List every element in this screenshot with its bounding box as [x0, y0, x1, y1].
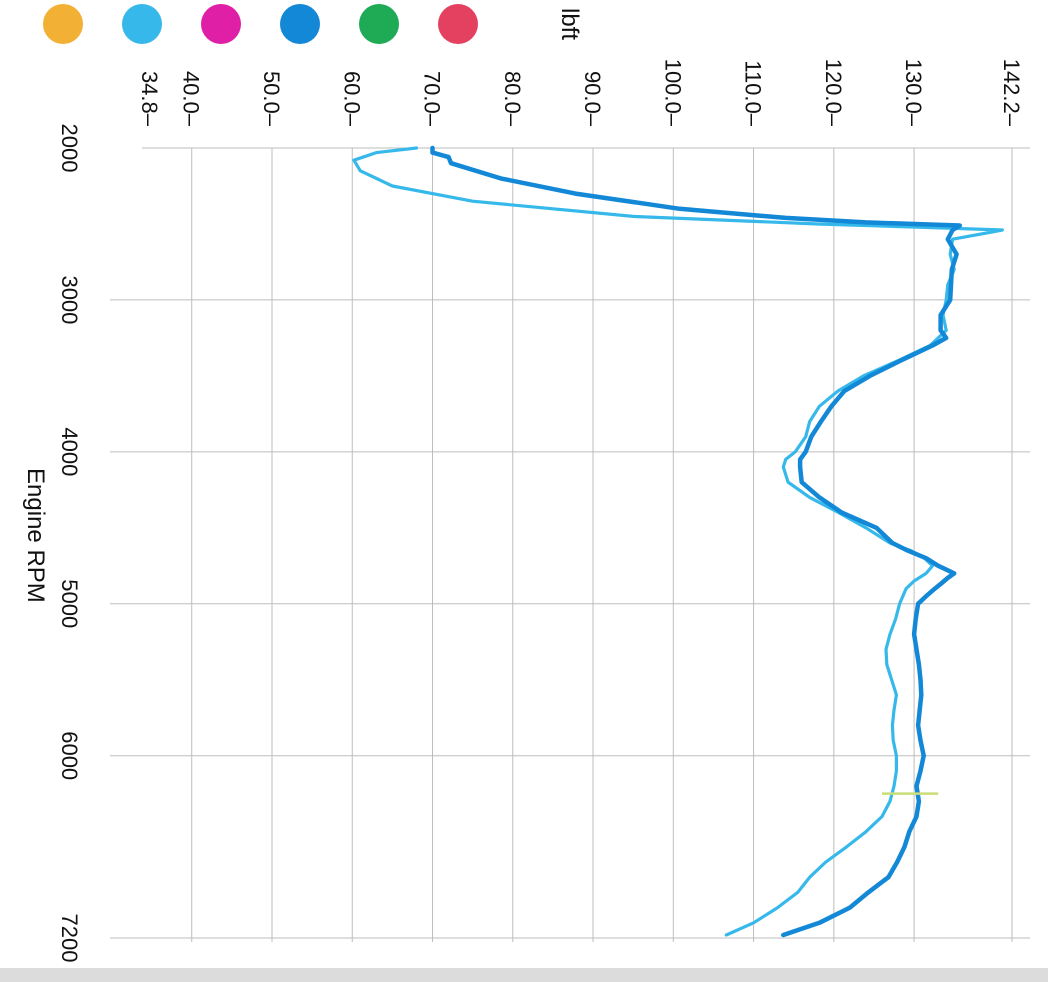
- value-tick-label: 50.0–: [259, 71, 284, 127]
- legend-red-dot[interactable]: [438, 4, 478, 44]
- value-tick-label: 80.0–: [500, 71, 525, 127]
- value-tick-label: 142.2–: [999, 59, 1024, 127]
- legend: [43, 4, 478, 44]
- rpm-tick-label: 2000: [57, 124, 82, 173]
- value-tick-label: 110.0–: [741, 60, 766, 126]
- value-tick-label: 90.0–: [580, 71, 605, 127]
- series-group: [352, 145, 1004, 938]
- value-tick-label: 70.0–: [420, 71, 445, 127]
- value-tick-label: 130.0–: [901, 59, 926, 127]
- rpm-tick-label: 6000: [57, 731, 82, 780]
- tick-labels: 34.8– 40.0– 50.0– 60.0– 70.0– 80.0– 90.0– 100.0…: [57, 59, 1024, 963]
- value-tick-label: 60.0–: [339, 71, 364, 127]
- legend-orange-dot[interactable]: [43, 4, 83, 44]
- rpm-tick-label: 7200: [57, 914, 82, 963]
- legend-magenta-dot[interactable]: [201, 4, 241, 44]
- bottom-strip: [0, 968, 1048, 982]
- rpm-tick-label: 5000: [57, 579, 82, 628]
- legend-light-blue-dot[interactable]: [122, 4, 162, 44]
- value-tick-label: 34.8–: [137, 71, 162, 127]
- value-tick-label: 40.0–: [179, 71, 204, 127]
- x-axis-title: Engine RPM: [22, 468, 49, 603]
- series-line-2: [352, 146, 1004, 937]
- y-axis-title: lbft: [556, 8, 583, 40]
- value-tick-label: 100.0–: [660, 59, 685, 127]
- rpm-tick-label: 3000: [57, 275, 82, 324]
- series-line-1: [430, 145, 963, 938]
- rpm-tick-label: 4000: [57, 427, 82, 476]
- legend-blue-dot[interactable]: [280, 4, 320, 44]
- legend-green-dot[interactable]: [359, 4, 399, 44]
- grid: [110, 147, 1030, 942]
- value-tick-label: 120.0–: [821, 59, 846, 127]
